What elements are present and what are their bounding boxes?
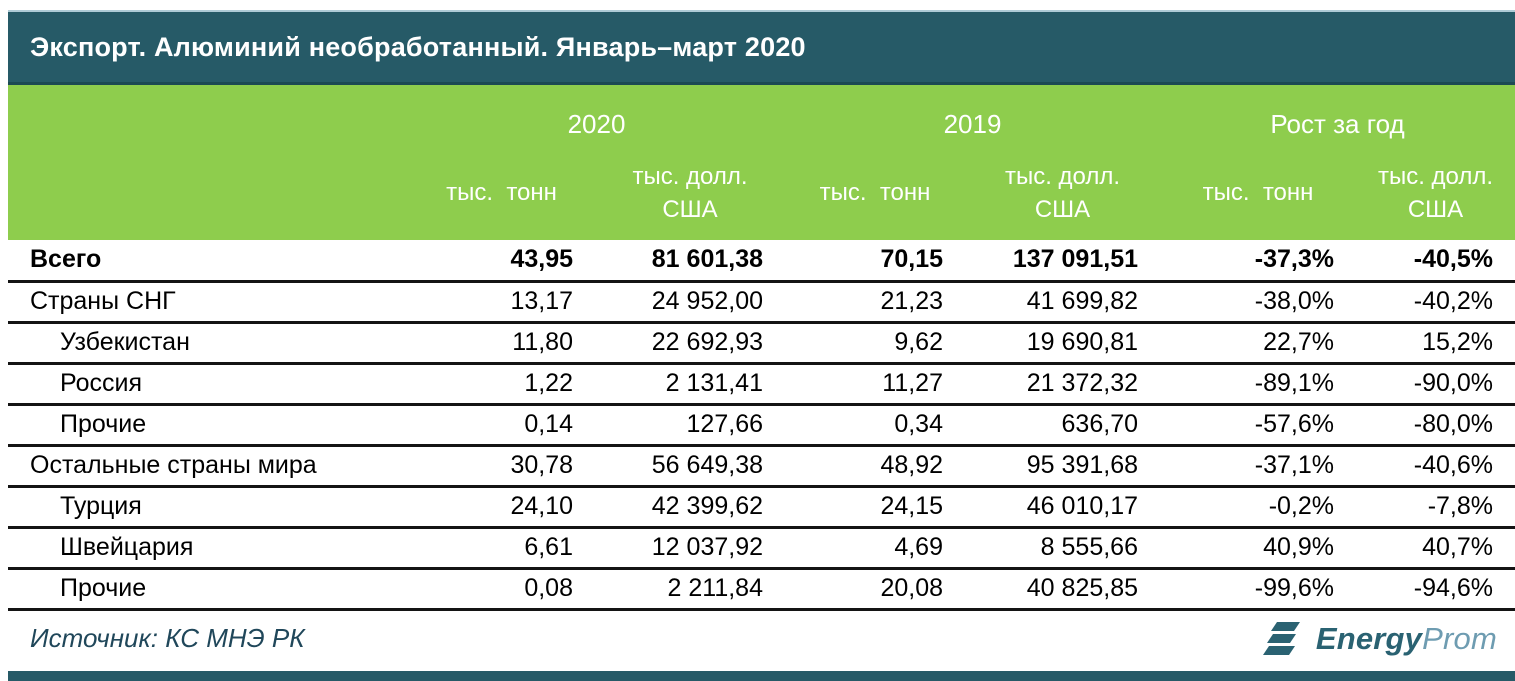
corner-cell xyxy=(8,155,408,240)
table-row: Турция 24,10 42 399,62 24,15 46 010,17 -0,2% -… xyxy=(8,486,1515,527)
row-value: 6,61 xyxy=(524,533,573,561)
source-text: Источник: КС МНЭ РК xyxy=(30,623,305,653)
table-row: Остальные страны мира 30,78 56 649,38 48,92… xyxy=(8,445,1515,486)
row-label: Остальные страны мира xyxy=(30,451,317,479)
table-row: Швейцария 6,61 12 037,92 4,69 8 555,66 40,9% 4… xyxy=(8,527,1515,568)
row-value: 9,62 xyxy=(894,328,943,356)
table-row: Узбекистан 11,80 22 692,93 9,62 19 690,81 22,… xyxy=(8,322,1515,363)
row-value: 20,08 xyxy=(880,574,943,602)
group-header-2020: 2020 xyxy=(567,108,626,139)
row-value: -80,0% xyxy=(1413,410,1493,438)
row-value: 8 555,66 xyxy=(1040,533,1138,561)
row-value: 13,17 xyxy=(510,287,573,315)
row-value: 48,92 xyxy=(880,451,943,479)
row-value: 636,70 xyxy=(1061,410,1138,438)
row-value: 12 037,92 xyxy=(651,533,763,561)
row-value: 41 699,82 xyxy=(1026,287,1138,315)
row-value: 0,08 xyxy=(524,574,573,602)
row-label: Страны СНГ xyxy=(30,287,176,315)
row-value: 11,80 xyxy=(512,328,573,356)
row-label: Всего xyxy=(30,245,102,274)
row-value: 30,78 xyxy=(510,451,573,479)
row-value: -0,2% xyxy=(1268,492,1334,520)
row-value: -90,0% xyxy=(1413,369,1493,397)
row-value: 127,66 xyxy=(686,410,763,438)
row-value: 22,7% xyxy=(1263,328,1334,356)
bottom-bar xyxy=(8,671,1515,681)
row-value: 56 649,38 xyxy=(651,451,763,479)
table-body: Всего 43,95 81 601,38 70,15 137 091,51 -37,3%… xyxy=(8,240,1515,609)
row-value: -38,0% xyxy=(1254,287,1334,315)
row-value: 0,14 xyxy=(524,410,573,438)
col-header-2019-tons: тыс. тонн xyxy=(819,179,931,207)
page-title: Экспорт. Алюминий необработанный. Январь… xyxy=(30,31,806,62)
row-value: 95 391,68 xyxy=(1026,451,1138,479)
row-value: -37,1% xyxy=(1254,451,1334,479)
row-value: -99,6% xyxy=(1254,574,1334,602)
row-label: Прочие xyxy=(60,574,147,602)
row-value: 42 399,62 xyxy=(651,492,763,520)
row-value: 40,9% xyxy=(1263,533,1334,561)
title-bar: Экспорт. Алюминий необработанный. Январь… xyxy=(8,10,1515,85)
row-value: 22 692,93 xyxy=(651,328,763,356)
subheader-row: тыс. тонн тыс. долл. США тыс. тонн тыс. … xyxy=(8,155,1515,240)
row-value: 24,10 xyxy=(510,492,573,520)
row-value: 137 091,51 xyxy=(1012,245,1138,274)
row-value: 1,22 xyxy=(524,369,573,397)
col-header-2020-usd: тыс. долл. США xyxy=(632,163,748,223)
row-value: 2 211,84 xyxy=(667,574,763,602)
energyprom-stripes-icon xyxy=(1262,621,1300,655)
row-value: -37,3% xyxy=(1254,245,1334,274)
row-value: 21 372,32 xyxy=(1026,369,1138,397)
row-value: -40,6% xyxy=(1413,451,1493,479)
table-row: Всего 43,95 81 601,38 70,15 137 091,51 -37,3%… xyxy=(8,240,1515,281)
group-header-growth: Рост за год xyxy=(1270,108,1405,139)
row-value: 81 601,38 xyxy=(651,245,763,274)
row-label: Россия xyxy=(60,369,142,397)
row-value: -40,5% xyxy=(1413,245,1493,274)
row-value: 11,27 xyxy=(882,369,943,397)
logo-text: EnergyProm xyxy=(1316,621,1497,657)
row-label: Швейцария xyxy=(60,533,194,561)
row-value: 24,15 xyxy=(880,492,943,520)
row-value: 46 010,17 xyxy=(1026,492,1138,520)
footer: Источник: КС МНЭ РК EnergyProm xyxy=(8,611,1515,667)
col-header-growth-tons: тыс. тонн xyxy=(1202,179,1314,207)
row-value: -7,8% xyxy=(1427,492,1493,520)
export-table: 2020 2019 Рост за год тыс. тонн тыс. дол… xyxy=(8,85,1515,611)
col-header-2019-usd: тыс. долл. США xyxy=(1004,163,1121,223)
col-header-growth-usd: тыс. долл. США xyxy=(1377,163,1494,223)
row-value: -94,6% xyxy=(1413,574,1493,602)
row-label: Турция xyxy=(60,492,142,520)
row-value: 0,34 xyxy=(894,410,943,438)
row-value: 70,15 xyxy=(880,245,943,274)
row-value: 40 825,85 xyxy=(1026,574,1138,602)
row-value: 24 952,00 xyxy=(651,287,763,315)
row-value: 2 131,41 xyxy=(665,369,763,397)
corner-cell xyxy=(8,85,408,155)
table-row: Страны СНГ 13,17 24 952,00 21,23 41 699,82 -3… xyxy=(8,281,1515,322)
row-value: 19 690,81 xyxy=(1026,328,1138,356)
logo-text-prom: Prom xyxy=(1422,620,1497,656)
row-value: -89,1% xyxy=(1254,369,1334,397)
table-row: Россия 1,22 2 131,41 11,27 21 372,32 -89,1% -9… xyxy=(8,363,1515,404)
row-value: 21,23 xyxy=(880,287,943,315)
row-label: Узбекистан xyxy=(60,328,190,356)
row-value: 43,95 xyxy=(510,245,573,274)
energyprom-logo: EnergyProm xyxy=(1262,620,1497,658)
row-label: Прочие xyxy=(60,410,147,438)
row-value: -40,2% xyxy=(1413,287,1493,315)
table-header: 2020 2019 Рост за год тыс. тонн тыс. дол… xyxy=(8,85,1515,240)
row-value: -57,6% xyxy=(1254,410,1334,438)
row-value: 15,2% xyxy=(1422,328,1493,356)
logo-text-energy: Energy xyxy=(1315,620,1423,656)
row-value: 40,7% xyxy=(1422,533,1493,561)
row-value: 4,69 xyxy=(894,533,943,561)
table-row: Прочие 0,08 2 211,84 20,08 40 825,85 -99,6% -9… xyxy=(8,568,1515,609)
group-header-row: 2020 2019 Рост за год xyxy=(8,85,1515,155)
group-header-2019: 2019 xyxy=(943,108,1002,139)
table-row: Прочие 0,14 127,66 0,34 636,70 -57,6% -80,0% xyxy=(8,404,1515,445)
col-header-2020-tons: тыс. тонн xyxy=(446,179,557,207)
